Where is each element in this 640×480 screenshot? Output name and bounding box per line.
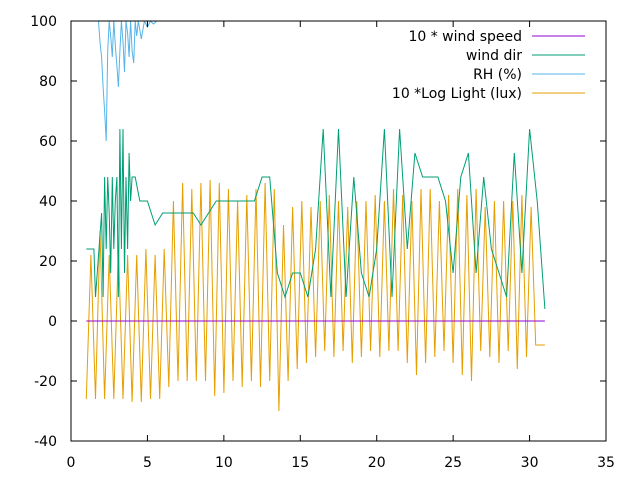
legend-label: wind dir (466, 48, 522, 64)
series-line-2 (98, 21, 157, 142)
x-tick-label: 35 (597, 455, 615, 471)
legend-label: 10 * wind speed (408, 29, 522, 45)
x-tick-label: 5 (143, 455, 152, 471)
legend-label: 10 *Log Light (lux) (392, 86, 522, 102)
y-tick-label: 40 (39, 194, 57, 210)
x-tick-label: 25 (444, 455, 462, 471)
y-tick-label: 80 (39, 74, 57, 90)
x-tick-label: 10 (215, 455, 233, 471)
legend-label: RH (%) (473, 67, 522, 83)
y-tick-label: -40 (34, 434, 57, 450)
x-tick-label: 0 (67, 455, 76, 471)
x-tick-label: 15 (291, 455, 309, 471)
y-tick-label: 60 (39, 134, 57, 150)
y-tick-label: -20 (34, 374, 57, 390)
x-tick-label: 20 (368, 455, 386, 471)
ticks-layer: 0 5 10 15 20 25 30 35 -40 -20 0 20 40 60 80 100 (30, 14, 615, 471)
x-tick-label: 30 (521, 455, 539, 471)
series-line-1 (86, 128, 546, 310)
series-line-3 (85, 179, 545, 412)
plot-frame (70, 20, 607, 442)
y-tick-label: 20 (39, 254, 57, 270)
series-layer (85, 21, 546, 412)
y-tick-label: 0 (48, 314, 57, 330)
legend: 10 * wind speed wind dir RH (%) 10 *Log Lig… (392, 29, 585, 102)
y-tick-label: 100 (30, 14, 57, 30)
